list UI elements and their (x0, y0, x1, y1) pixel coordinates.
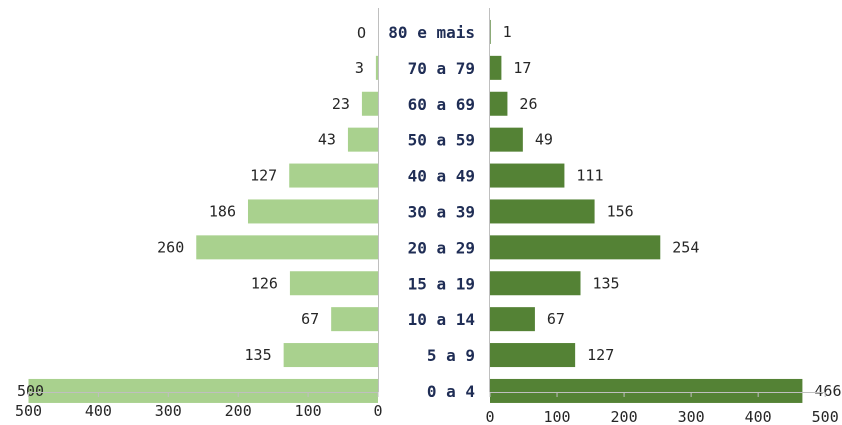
left-data-label: 23 (332, 95, 350, 113)
right-bar (490, 307, 535, 332)
left-tick-label: 300 (155, 402, 182, 420)
right-tick-label: 200 (611, 408, 638, 425)
left-bar (247, 199, 378, 224)
right-bar (490, 19, 491, 44)
right-tick-label: 400 (745, 408, 772, 425)
left-bar (331, 307, 378, 332)
left-data-label: 127 (250, 167, 277, 185)
right-tick-label: 500 (812, 408, 839, 425)
left-data-label: 43 (318, 131, 336, 149)
left-data-label: 260 (157, 238, 184, 256)
category-label: 70 a 79 (408, 59, 475, 78)
category-label: 40 a 49 (408, 167, 475, 186)
right-x-axis: 0 100 200 300 400 500 (485, 8, 839, 425)
right-bar-group (490, 19, 803, 403)
right-data-label: 17 (513, 59, 531, 77)
left-data-label: 135 (245, 346, 272, 364)
left-data-label: O (357, 24, 366, 42)
category-label: 15 a 19 (408, 274, 475, 293)
left-bar (289, 163, 378, 188)
left-tick-label: 0 (373, 402, 382, 420)
right-tick-label: 300 (678, 408, 705, 425)
category-label: 30 a 39 (408, 202, 475, 221)
right-bar (490, 235, 661, 260)
right-data-label: 127 (587, 346, 614, 364)
right-data-label: 26 (519, 95, 537, 113)
category-labels: 80 e mais 70 a 79 60 a 69 50 a 59 40 a 49 30 … (388, 23, 475, 401)
right-data-label: 49 (535, 131, 553, 149)
category-label: 5 a 9 (427, 346, 475, 365)
category-label: 10 a 14 (408, 310, 475, 329)
right-bar (490, 55, 502, 80)
right-bar (490, 127, 523, 152)
left-data-label: 67 (301, 310, 319, 328)
right-tick-label: 0 (485, 408, 494, 425)
left-data-label: 3 (355, 59, 364, 77)
right-bar (490, 378, 803, 403)
left-bar (375, 55, 378, 80)
category-label: 60 a 69 (408, 95, 475, 114)
left-tick-label: 400 (85, 402, 112, 420)
left-tick-label: 500 (15, 402, 42, 420)
left-tick-label: 200 (225, 402, 252, 420)
left-bar-group (28, 55, 378, 403)
right-bar (490, 271, 581, 296)
left-data-label: 186 (209, 202, 236, 220)
right-data-label: 111 (576, 167, 603, 185)
right-bar (490, 199, 595, 224)
right-bar (490, 343, 576, 368)
right-bar (490, 91, 508, 116)
left-data-label: 500 (17, 382, 44, 400)
left-bar (289, 271, 378, 296)
right-bar (490, 163, 565, 188)
left-bar (347, 127, 378, 152)
left-x-axis: 500 400 300 200 100 0 (15, 8, 383, 420)
right-data-label: 156 (607, 202, 634, 220)
left-data-labels: O 3 23 43 127 186 260 126 67 135 500 (17, 24, 366, 400)
right-tick-label: 100 (543, 408, 570, 425)
left-data-label: 126 (251, 274, 278, 292)
right-data-label: 67 (547, 310, 565, 328)
left-bar (283, 343, 378, 368)
left-tick-label: 100 (295, 402, 322, 420)
right-data-label: 1 (503, 23, 512, 41)
category-label: 0 a 4 (427, 382, 475, 401)
left-bar (28, 378, 378, 403)
left-bar (196, 235, 378, 260)
category-label: 20 a 29 (408, 238, 475, 257)
left-bar (361, 91, 378, 116)
category-label: 80 e mais (388, 23, 475, 42)
right-data-label: 135 (593, 274, 620, 292)
right-data-label: 254 (672, 238, 699, 256)
category-label: 50 a 59 (408, 131, 475, 150)
right-data-label: 466 (814, 382, 841, 400)
